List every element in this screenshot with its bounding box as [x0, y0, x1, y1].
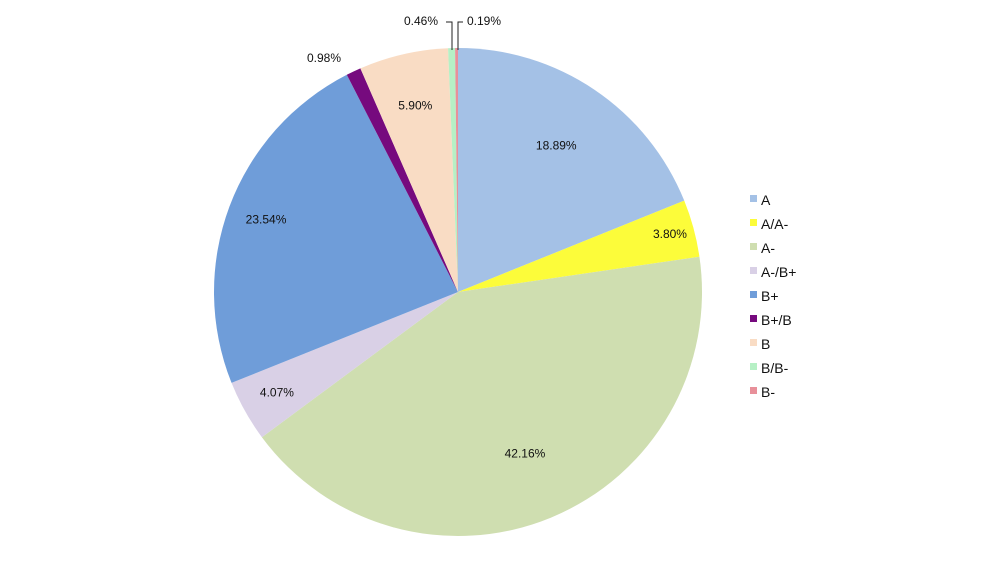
slice-data-label: 0.46% — [404, 14, 438, 28]
legend-label: A/A- — [761, 216, 789, 232]
legend-swatch-icon — [750, 218, 757, 226]
leader-line — [457, 21, 463, 50]
legend-item-b-plus-b: B+/B — [750, 308, 796, 332]
legend-label: A-/B+ — [761, 264, 797, 280]
legend-item-b-b-minus: B/B- — [750, 356, 796, 380]
pie-slice-b-plus — [214, 74, 458, 383]
legend-swatch-icon — [750, 266, 757, 274]
legend-label: A — [761, 192, 771, 208]
slice-data-label: 3.80% — [653, 227, 687, 241]
leader-line — [446, 21, 453, 50]
slice-data-label: 0.19% — [467, 14, 501, 28]
pie-slice-a-minus — [261, 256, 702, 536]
pie-slice-b-plus-b — [346, 68, 458, 292]
legend-item-b-plus: B+ — [750, 284, 796, 308]
pie-slice-a--b-plus — [231, 292, 458, 438]
legend-swatch-icon — [750, 314, 757, 322]
chart-legend: A A/A- A- A-/B+ B+ B+/B B B/B- B- — [750, 188, 796, 404]
legend-item-a: A — [750, 188, 796, 212]
slice-data-label: 42.16% — [505, 447, 546, 461]
slice-data-label: 18.89% — [536, 139, 577, 153]
slice-data-label: 0.98% — [307, 51, 341, 65]
legend-item-b: B — [750, 332, 796, 356]
legend-swatch-icon — [750, 242, 757, 250]
legend-item-b-minus: B- — [750, 380, 796, 404]
slice-data-label: 4.07% — [260, 385, 294, 399]
pie-slice-b — [360, 48, 458, 292]
legend-label: B — [761, 336, 771, 352]
legend-label: B+ — [761, 288, 779, 304]
legend-label: B- — [761, 384, 775, 400]
legend-label: A- — [761, 240, 775, 256]
pie-slice-a — [458, 48, 685, 292]
legend-swatch-icon — [750, 386, 757, 394]
legend-swatch-icon — [750, 290, 757, 298]
legend-swatch-icon — [750, 362, 757, 370]
legend-item-a-a-minus: A/A- — [750, 212, 796, 236]
pie-slice-b-b-minus — [448, 48, 458, 292]
legend-swatch-icon — [750, 338, 757, 346]
legend-item-a-minus: A- — [750, 236, 796, 260]
legend-label: B/B- — [761, 360, 789, 376]
pie-slice-b-minus — [455, 48, 458, 292]
slice-data-label: 23.54% — [246, 212, 287, 226]
slice-data-label: 5.90% — [398, 99, 432, 113]
legend-item-a-minus-b-plus: A-/B+ — [750, 260, 796, 284]
pie-slice-a-a-minus — [458, 200, 700, 292]
legend-label: B+/B — [761, 312, 792, 328]
legend-swatch-icon — [750, 194, 757, 202]
